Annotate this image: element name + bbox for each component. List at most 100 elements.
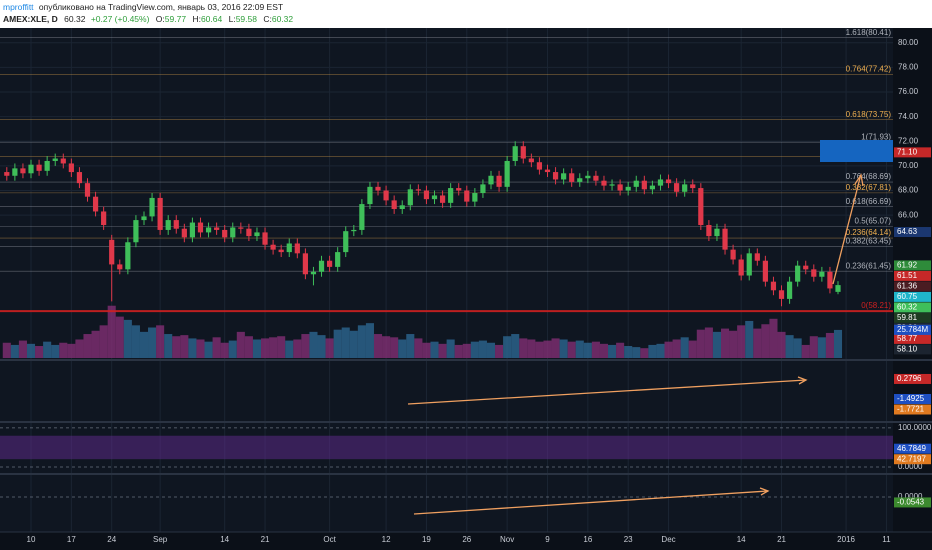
- volume-bar: [478, 340, 487, 358]
- price-tag: [894, 302, 931, 313]
- published: опубликовано на TradingView.com, январь …: [39, 2, 283, 12]
- x-tick-label: 21: [261, 535, 270, 544]
- volume-bar: [486, 342, 496, 358]
- price-tag: [894, 291, 931, 302]
- fib-label: 0.764(68.69): [846, 172, 892, 181]
- candle-body: [92, 196, 99, 212]
- candle-body: [157, 197, 163, 230]
- y-tick-label: 78.00: [898, 63, 919, 72]
- fib-label: 0.236(61.45): [846, 261, 892, 270]
- volume-bar: [704, 327, 713, 358]
- indicator-tag-label: -0.0543: [897, 498, 925, 507]
- volume-bar: [269, 337, 278, 358]
- indicator-tag-label: 0.2796: [897, 374, 922, 383]
- x-tick-label: 11: [882, 535, 891, 544]
- price-tag-label: 61.51: [897, 271, 918, 280]
- volume-bar: [809, 336, 818, 358]
- indicator-tag: [894, 373, 931, 384]
- volume-bar: [591, 341, 600, 358]
- candle-body: [674, 183, 680, 192]
- candle-body: [439, 195, 446, 203]
- volume-bar: [261, 338, 270, 358]
- volume-bar: [753, 328, 762, 358]
- volume-bar: [519, 338, 528, 358]
- price-tag: [894, 344, 931, 355]
- volume-bar: [317, 335, 326, 358]
- fib-label: 1.618(80.41): [846, 28, 892, 37]
- volume-bar: [382, 336, 391, 358]
- candle-body: [730, 249, 736, 260]
- volume-bar: [67, 343, 76, 358]
- candle-body: [52, 158, 58, 161]
- candle-body: [746, 253, 752, 276]
- volume-bar: [551, 338, 560, 358]
- volume-bar: [51, 344, 60, 358]
- candle-body: [149, 197, 155, 217]
- y-tick-label: 68.00: [898, 186, 919, 195]
- candle-body: [585, 175, 591, 179]
- volume-bar: [430, 341, 439, 358]
- indicator-tag-label: 46.7849: [897, 444, 926, 453]
- volume-bar: [624, 346, 633, 358]
- volume-bar: [632, 347, 641, 358]
- price-tag-label: 59.81: [897, 313, 918, 322]
- author[interactable]: mproffitt: [3, 2, 34, 12]
- volume-bar: [220, 342, 229, 358]
- candle-body: [819, 271, 825, 277]
- volume-bar: [495, 344, 504, 358]
- candle-body: [197, 222, 204, 233]
- x-tick-label: Nov: [500, 535, 514, 544]
- indicator-tag: [894, 404, 931, 415]
- indicator-layer: [0, 427, 893, 498]
- candle-body: [803, 265, 809, 270]
- candle-body: [391, 200, 397, 210]
- volume-bar: [164, 334, 173, 358]
- price-tag: [894, 270, 931, 281]
- candle-body: [770, 281, 777, 291]
- candle-body: [141, 216, 147, 221]
- volume-bar: [769, 318, 778, 358]
- price-tag: [894, 227, 931, 238]
- volume-bar: [212, 337, 221, 358]
- x-tick-label: 14: [220, 535, 229, 544]
- volume-bar: [75, 339, 84, 358]
- candle-body: [36, 164, 42, 171]
- candle-body: [173, 220, 179, 229]
- candle-body: [714, 228, 720, 237]
- price-tag: [894, 260, 931, 271]
- x-tick-label: 23: [624, 535, 633, 544]
- candle-body: [827, 271, 833, 289]
- candle-body: [4, 172, 10, 176]
- price-tag-label: 61.36: [897, 282, 918, 291]
- axis-layer: 80.00 78.00 76.00 74.00 72.00 70.00 68.00 66.00…: [27, 38, 932, 544]
- volume-bar: [527, 339, 536, 358]
- x-tick-label: 17: [67, 535, 76, 544]
- candle-body: [593, 175, 599, 181]
- candle-body: [310, 271, 317, 275]
- volume-bar: [454, 344, 463, 358]
- price-tag-label: 71.10: [897, 147, 918, 156]
- candle-body: [496, 175, 502, 187]
- candle-body: [665, 179, 672, 184]
- candle-body: [480, 184, 486, 193]
- volume-bar: [511, 334, 520, 358]
- volume-bar: [567, 341, 576, 358]
- volume-bar: [83, 334, 92, 358]
- candle-body: [117, 264, 123, 270]
- volume-tag-label: 25.784M: [897, 325, 928, 334]
- fib-label: 0.618(73.75): [846, 110, 892, 119]
- volume-bar: [543, 340, 552, 358]
- osc-trendline: [413, 490, 769, 515]
- volume-bar: [761, 324, 770, 358]
- candle-body: [359, 204, 365, 230]
- candle-body: [690, 184, 696, 189]
- volume-bar: [422, 342, 431, 358]
- price-tag-label: 58.10: [897, 345, 918, 354]
- volume-layer: [2, 305, 843, 358]
- candle-body: [512, 146, 518, 161]
- price-tag: [894, 281, 931, 292]
- volume-bar: [817, 337, 826, 358]
- time-axis-bg: [0, 532, 893, 550]
- indicator-tag-label: -1.4925: [897, 394, 925, 403]
